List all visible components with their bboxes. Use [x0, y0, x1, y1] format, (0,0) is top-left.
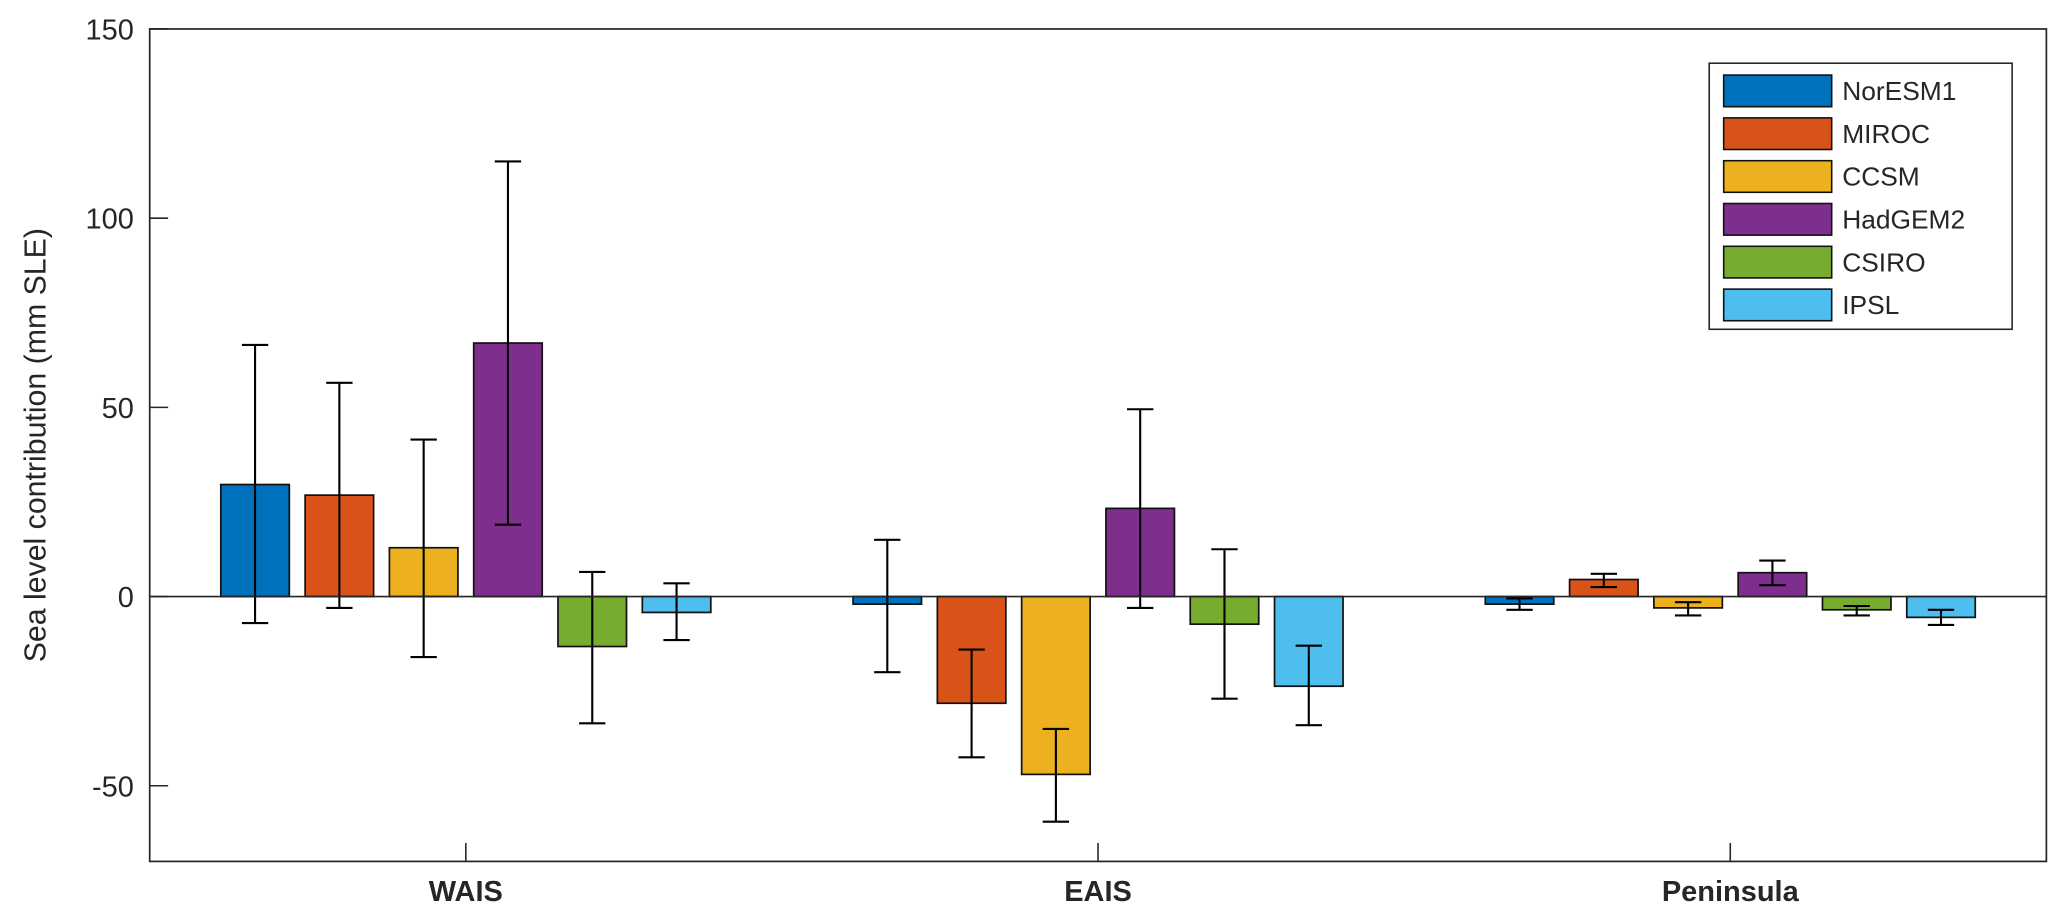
y-tick-label: 0 [118, 582, 134, 614]
y-axis-label: Sea level contribution (mm SLE) [20, 228, 53, 662]
legend-label-noresm1: NorESM1 [1842, 76, 1956, 106]
legend-label-ipsl: IPSL [1842, 290, 1899, 320]
legend-swatch-ipsl [1722, 288, 1833, 322]
plot-area: -50 0 50 100 150 WAIS EAIS Peninsula NorESM1 MIRO… [86, 15, 2048, 908]
x-tick-label: Peninsula [1662, 876, 1800, 908]
x-tick-label: WAIS [429, 876, 503, 908]
legend-swatch-csiro [1722, 245, 1833, 279]
legend-label-ccsm: CCSM [1842, 162, 1920, 192]
legend-swatch-ccsm [1722, 159, 1833, 194]
legend: NorESM1 MIROC CCSM HadGEM2 CSIRO IPSL [1708, 62, 2013, 331]
legend-swatch-hadgem2 [1722, 202, 1833, 236]
legend-swatch-miroc [1722, 117, 1833, 151]
y-tick-label: 100 [86, 204, 134, 236]
legend-label-miroc: MIROC [1842, 119, 1930, 149]
x-tick-label: EAIS [1064, 876, 1132, 908]
legend-swatch-noresm1 [1722, 74, 1833, 108]
legend-label-csiro: CSIRO [1842, 247, 1925, 277]
legend-label-hadgem2: HadGEM2 [1842, 205, 1965, 235]
legend-box [1708, 62, 2013, 331]
y-tick-label: 50 [102, 393, 134, 425]
y-tick-label: -50 [92, 771, 134, 803]
y-tick-label: 150 [86, 15, 134, 47]
